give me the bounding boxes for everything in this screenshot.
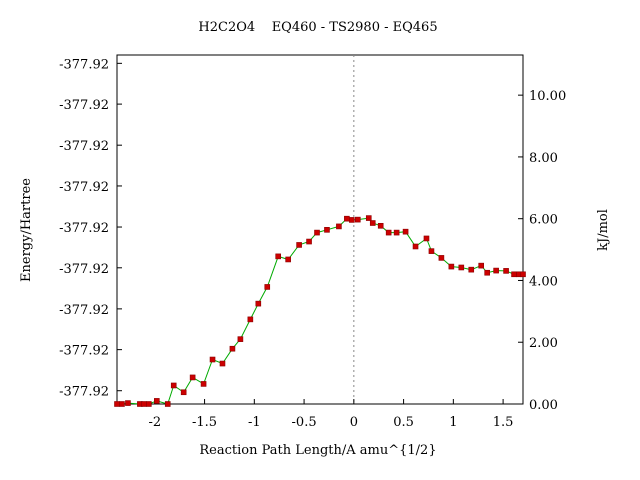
y-axis-label-right: kJ/mol — [596, 209, 611, 251]
x-tick-label: -0.5 — [292, 415, 317, 430]
data-point — [493, 267, 499, 274]
left-tick-label: -377.92 — [59, 385, 109, 400]
right-tick-label: 10.00 — [529, 89, 566, 104]
data-point — [114, 401, 120, 407]
data-point — [344, 215, 350, 222]
left-tick-label: -377.92 — [59, 139, 109, 154]
data-point — [412, 243, 419, 250]
data-point — [209, 356, 216, 363]
left-tick-label: -377.92 — [59, 57, 109, 72]
left-tick-label: -377.92 — [59, 221, 109, 236]
left-tick-label: -377.92 — [59, 98, 109, 113]
energy-series-line — [117, 217, 523, 405]
data-point — [478, 262, 485, 269]
data-point — [423, 235, 430, 242]
data-point — [219, 360, 226, 367]
data-point — [324, 227, 330, 233]
chart-title: H2C2O4 EQ460 - TS2980 - EQ465 — [198, 20, 437, 35]
plot-frame — [116, 54, 524, 405]
data-point — [146, 401, 152, 407]
data-point — [119, 401, 125, 407]
data-point — [365, 215, 372, 221]
x-tick-label: 1 — [449, 415, 457, 430]
data-point — [141, 401, 147, 407]
data-point — [503, 268, 509, 274]
data-point — [255, 300, 262, 307]
left-axis-ticks: -377.92 -377.92 -377.92 -377.92 -377.92 -377.… — [59, 57, 122, 400]
data-point — [285, 256, 291, 263]
right-tick-label: 4.00 — [529, 274, 558, 289]
data-point — [385, 229, 392, 236]
right-tick-label: 0.00 — [529, 398, 558, 413]
x-tick-label: -1.5 — [192, 415, 217, 430]
data-point — [200, 381, 207, 387]
right-axis-ticks: 0.00 2.00 4.00 6.00 8.00 10.00 — [518, 89, 566, 413]
data-point — [170, 382, 177, 389]
data-point — [164, 401, 171, 407]
data-point — [484, 269, 490, 276]
data-point — [306, 238, 312, 245]
data-point — [275, 253, 282, 260]
data-point — [393, 229, 400, 236]
data-point — [264, 284, 271, 290]
data-point — [296, 242, 302, 248]
data-point — [438, 255, 445, 261]
left-tick-label: -377.92 — [59, 344, 109, 359]
x-tick-label: 0.5 — [393, 415, 414, 430]
x-tick-label: -1 — [248, 415, 261, 430]
data-point — [189, 374, 196, 381]
data-point — [458, 264, 465, 271]
data-point — [237, 336, 244, 342]
right-tick-label: 6.00 — [529, 213, 558, 228]
x-tick-label: -2 — [148, 415, 161, 430]
right-tick-label: 8.00 — [529, 151, 558, 166]
data-point — [355, 216, 361, 223]
x-tick-label: 1.5 — [493, 415, 514, 430]
data-point — [125, 400, 131, 406]
left-tick-label: -377.92 — [59, 303, 109, 318]
data-point — [314, 229, 320, 236]
data-point — [520, 271, 526, 278]
data-point — [369, 220, 376, 226]
right-tick-label: 2.00 — [529, 336, 558, 351]
data-point — [180, 389, 187, 396]
data-point — [448, 263, 455, 270]
y-axis-label-left: Energy/Hartree — [19, 178, 34, 282]
left-tick-label: -377.92 — [59, 262, 109, 277]
data-point — [247, 316, 254, 323]
energy-series-points — [114, 215, 526, 407]
data-point — [229, 345, 236, 352]
data-point — [511, 271, 517, 278]
data-point — [349, 217, 355, 223]
data-point — [428, 248, 435, 254]
data-point — [402, 228, 409, 235]
data-point — [336, 223, 342, 230]
data-point — [154, 398, 160, 404]
data-point — [377, 222, 384, 229]
x-tick-label: 0 — [350, 415, 358, 430]
x-axis-ticks: -2 -1.5 -1 -0.5 0 0.5 1 1.5 — [148, 399, 513, 430]
left-tick-label: -377.92 — [59, 180, 109, 195]
data-point — [468, 266, 475, 273]
x-axis-label: Reaction Path Length/A amu^{1/2} — [199, 443, 436, 458]
